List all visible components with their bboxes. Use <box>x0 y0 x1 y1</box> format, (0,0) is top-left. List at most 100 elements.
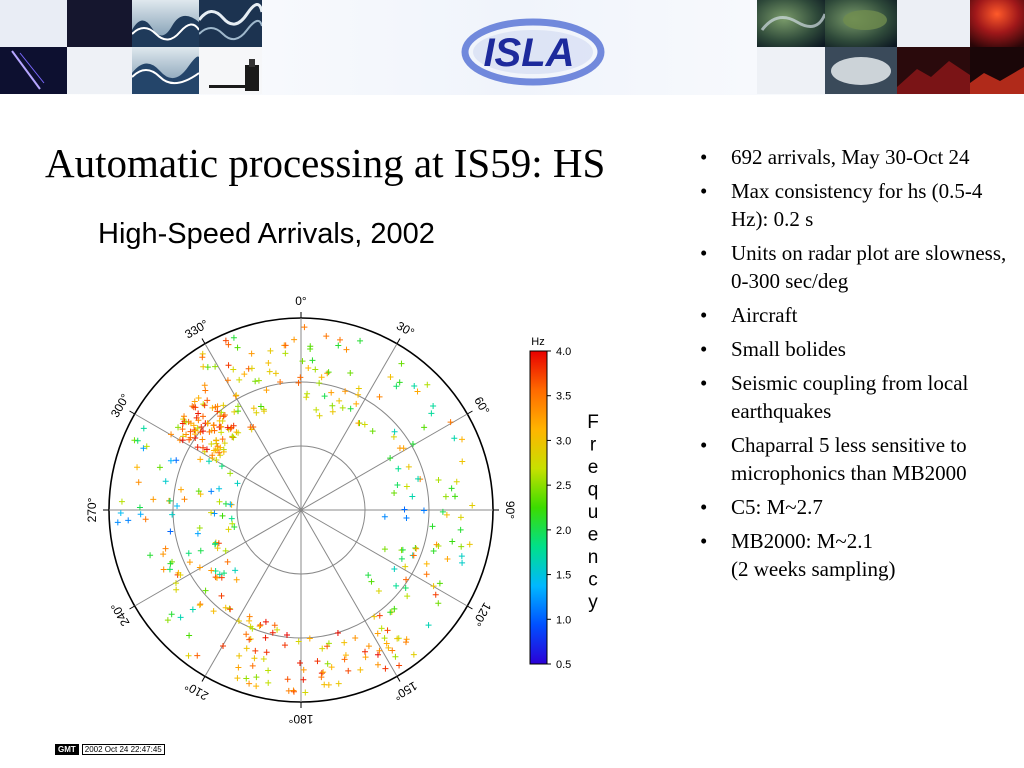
arrival-point <box>405 463 412 470</box>
arrival-point <box>229 520 236 527</box>
arrival-point <box>173 457 180 464</box>
arrival-point <box>236 652 243 659</box>
arrival-point <box>304 390 311 397</box>
polar-radar-chart: 0° 30° 60° 90° 120° 150° 180° 210° 240° 270° 300° 3… <box>85 294 599 726</box>
arrival-point <box>227 470 234 477</box>
arrival-point <box>381 546 388 553</box>
colorbar-tick-label: 2.5 <box>556 480 571 492</box>
azimuth-tick <box>467 605 473 610</box>
arrival-point <box>403 639 410 646</box>
arrival-point <box>355 391 362 398</box>
arrival-point <box>451 435 458 442</box>
arrival-point <box>371 613 378 620</box>
arrival-point <box>225 526 232 533</box>
colorbar-gradient <box>529 350 548 665</box>
arrival-point <box>192 434 199 441</box>
arrival-point <box>376 612 383 619</box>
arrival-point <box>137 511 144 518</box>
colorbar-title-letter: r <box>590 435 597 456</box>
arrival-point <box>210 447 217 454</box>
azimuth-spoke <box>300 509 468 607</box>
arrival-point <box>134 437 141 444</box>
arrival-point <box>243 675 250 682</box>
arrival-point <box>307 343 314 350</box>
arrival-point <box>190 422 197 429</box>
arrival-point <box>194 444 201 451</box>
arrival-point <box>230 334 237 341</box>
arrival-point <box>212 574 219 581</box>
arrival-point <box>257 403 264 410</box>
arrival-point <box>222 604 229 611</box>
arrival-point <box>230 422 237 429</box>
arrival-point <box>218 592 225 599</box>
arrival-point <box>202 587 209 594</box>
isla-logo: ISLA <box>461 18 605 86</box>
azimuth-spokes <box>103 312 499 708</box>
arrival-point <box>395 465 402 472</box>
arrival-point <box>143 443 150 450</box>
arrival-point <box>443 511 450 518</box>
arrival-point <box>262 618 269 625</box>
arrival-point <box>401 506 408 513</box>
azimuth-tick-label: 0° <box>295 294 307 308</box>
colorbar-tick-label: 2.0 <box>556 525 571 537</box>
arrival-point <box>325 369 332 376</box>
arrival-point <box>458 553 465 560</box>
arrival-point <box>335 680 342 687</box>
arrival-point <box>214 545 221 552</box>
arrival-point <box>309 357 316 364</box>
arrival-point <box>234 344 241 351</box>
arrival-point <box>243 631 250 638</box>
bullet-item: Chaparral 5 less sensitive to microphoni… <box>700 431 1010 487</box>
arrival-point <box>189 606 196 613</box>
azimuth-tick-label: 270° <box>85 497 99 522</box>
arrival-point <box>214 408 221 415</box>
arrival-point <box>221 411 228 418</box>
arrival-point <box>265 360 272 367</box>
arrival-point <box>234 480 241 487</box>
arrival-point <box>402 584 409 591</box>
arrival-point <box>400 445 407 452</box>
arrival-point <box>267 347 274 354</box>
arrival-point <box>201 382 208 389</box>
arrival-point <box>384 627 391 634</box>
arrival-point <box>403 636 410 643</box>
arrival-point <box>337 336 344 343</box>
gmt-stamp: GMT 2002 Oct 24 22:47:45 <box>55 743 165 755</box>
arrival-point <box>347 405 354 412</box>
colorbar-unit-label: Hz <box>531 336 544 348</box>
arrival-point <box>269 629 276 636</box>
arrival-point <box>319 645 326 652</box>
arrival-point <box>297 374 304 381</box>
arrival-point <box>117 510 124 517</box>
arrival-point <box>336 397 343 404</box>
arrival-point <box>197 429 204 436</box>
arrival-point <box>209 452 216 459</box>
bullet-item: Seismic coupling from local earthquakes <box>700 369 1010 425</box>
arrival-point <box>320 669 327 676</box>
arrival-point <box>390 433 397 440</box>
arrival-point <box>341 656 348 663</box>
arrival-point <box>257 621 264 628</box>
arrival-point <box>369 428 376 435</box>
arrival-point <box>469 502 476 509</box>
arrival-point <box>221 440 228 447</box>
arrival-point <box>291 336 298 343</box>
arrival-point <box>131 437 138 444</box>
arrival-point <box>430 548 437 555</box>
arrival-point <box>217 452 224 459</box>
colorbar-tick-label: 0.5 <box>556 659 571 671</box>
arrival-point <box>253 409 260 416</box>
banner-tile-blank-4 <box>757 47 825 94</box>
arrival-point <box>329 408 336 415</box>
arrival-point <box>150 496 157 503</box>
banner-tile-clouds <box>825 47 897 94</box>
arrival-point <box>233 392 240 399</box>
arrival-point <box>224 558 231 565</box>
arrival-point <box>252 647 259 654</box>
arrival-point <box>220 643 227 650</box>
arrival-point <box>162 478 169 485</box>
arrival-point <box>246 680 253 687</box>
arrival-point <box>375 587 382 594</box>
arrival-point <box>228 515 235 522</box>
